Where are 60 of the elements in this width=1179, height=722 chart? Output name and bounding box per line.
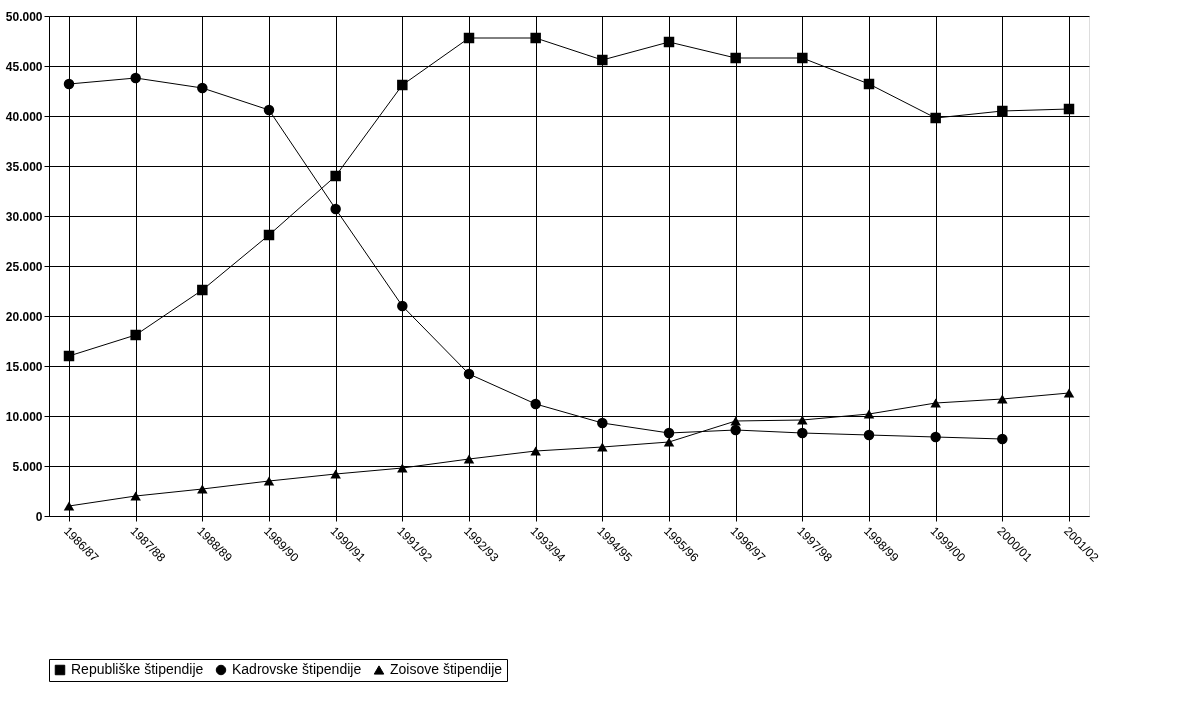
y-tick-label: 40.000: [5, 109, 43, 124]
point: [530, 446, 541, 456]
y-tick-label: 20.000: [5, 309, 43, 324]
y-tick-label: 5.000: [12, 459, 43, 474]
point: [730, 424, 741, 436]
point: [730, 416, 741, 426]
point: [330, 170, 341, 182]
point: [730, 52, 741, 64]
point: [797, 52, 808, 64]
point: [130, 491, 141, 501]
point: [597, 442, 608, 452]
point: [930, 398, 941, 408]
point: [863, 429, 875, 441]
point: [997, 105, 1008, 117]
point: [463, 32, 475, 44]
point: [263, 104, 275, 116]
point: [130, 329, 141, 341]
point: [63, 350, 75, 362]
point: [663, 427, 675, 439]
point: [330, 203, 341, 215]
point: [397, 79, 408, 91]
point: [663, 437, 675, 447]
point: [463, 368, 475, 380]
y-tick-label: 50.000: [5, 9, 43, 24]
point: [530, 398, 541, 410]
point: [997, 394, 1008, 404]
y-tick-label: 0: [35, 509, 43, 524]
point: [863, 409, 875, 419]
y-tick-label: 25.000: [5, 259, 43, 274]
y-tick-label: 30.000: [5, 209, 43, 224]
legend-label: Republiške štipendije: [71, 661, 204, 677]
point: [930, 431, 941, 443]
point: [797, 427, 808, 439]
point: [197, 284, 208, 296]
point: [63, 78, 75, 90]
point: [330, 469, 341, 479]
point: [1063, 388, 1075, 398]
point: [530, 32, 541, 44]
point: [463, 454, 475, 464]
y-tick-label: 15.000: [5, 359, 43, 374]
point: [397, 463, 408, 473]
legend-label: Zoisove štipendije: [390, 661, 503, 677]
point: [263, 476, 275, 486]
point: [197, 82, 208, 94]
point: [930, 112, 941, 124]
point: [997, 433, 1008, 445]
point: [663, 36, 675, 48]
point: [263, 229, 275, 241]
point: [63, 501, 75, 511]
point: [197, 484, 208, 494]
y-tick-label: 10.000: [5, 409, 43, 424]
legend-label: Kadrovske štipendije: [232, 661, 362, 677]
point: [1063, 103, 1075, 115]
point: [863, 78, 875, 90]
point: [597, 417, 608, 429]
point: [130, 72, 141, 84]
y-tick-label: 35.000: [5, 159, 43, 174]
point: [597, 54, 608, 66]
point: [397, 300, 408, 312]
y-tick-label: 45.000: [5, 59, 43, 74]
